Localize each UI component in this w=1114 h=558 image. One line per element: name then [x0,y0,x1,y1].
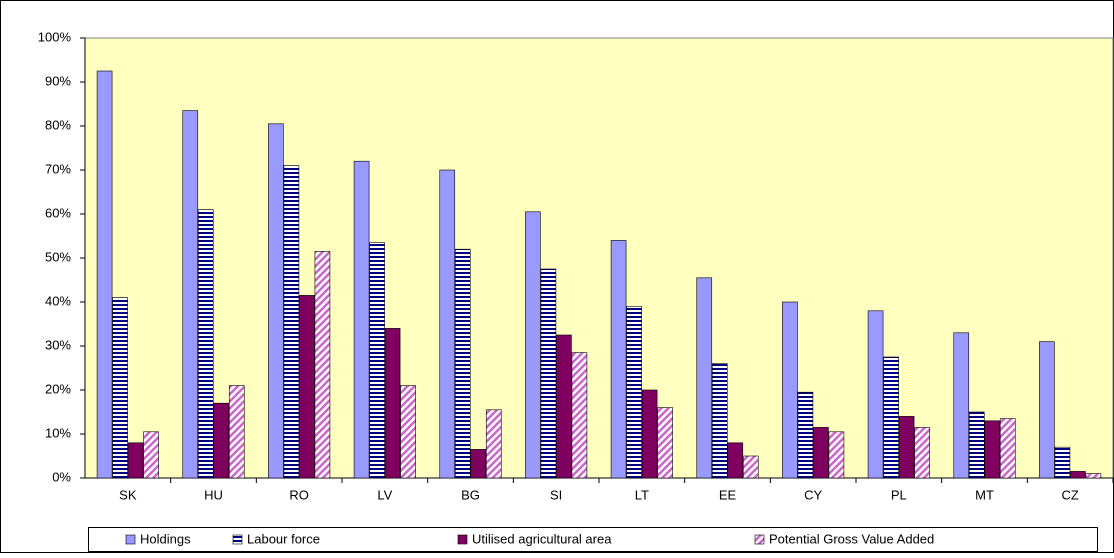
bar [540,268,557,479]
plot-area [84,37,1114,479]
legend-box [88,527,1098,552]
bar [657,407,673,479]
bar [384,328,401,479]
bar [439,169,456,479]
y-tick-label: 30% [45,337,71,352]
x-tick-label: SI [550,487,562,502]
y-tick-label: 90% [45,73,71,88]
x-tick-label: EE [719,487,737,502]
x-tick-label: RO [289,487,309,502]
bar [626,306,642,479]
bar [127,442,144,479]
legend-marker [232,534,243,545]
y-tick-label: 60% [45,205,71,220]
bar [711,363,728,479]
bar [953,332,970,479]
y-tick-label: 10% [45,425,71,440]
y-tick-label: 100% [38,29,72,44]
x-tick-label: HU [204,487,223,502]
bar [1085,473,1102,479]
bar [883,356,899,479]
bar [968,411,985,479]
bar [782,301,798,479]
x-tick-label: LT [635,487,649,502]
bar [571,352,588,479]
bar [727,442,744,479]
y-tick-label: 0% [52,469,71,484]
bar [197,209,214,479]
bar [1039,341,1055,479]
y-tick-label: 80% [45,117,71,132]
bar [283,165,300,479]
x-tick-label: SK [119,487,137,502]
bar [369,242,385,479]
y-tick-label: 40% [45,293,71,308]
legend-marker [457,534,468,545]
legend-marker [125,534,136,545]
bar [898,416,915,479]
bar [742,455,759,479]
legend-label: Potential Gross Value Added [769,531,934,546]
bar [314,251,331,479]
bar [213,402,230,479]
bar [353,160,370,479]
legend-label: Labour force [247,531,320,546]
bar [828,431,845,479]
bar [485,409,502,479]
bar [610,240,627,479]
bar [1054,446,1071,479]
bar [400,385,416,479]
bar [525,211,541,479]
y-tick-label: 20% [45,381,71,396]
bar [228,385,245,479]
bar [299,295,315,479]
legend-marker [754,534,765,545]
x-tick-label: CY [804,487,822,502]
bar [182,110,199,479]
legend-label: Utilised agricultural area [472,531,612,546]
y-tick-label: 50% [45,249,71,264]
bar [696,277,713,479]
bar [1070,471,1086,479]
legend-label: Holdings [140,531,191,546]
bar [96,70,113,479]
bar [268,123,284,479]
bar [112,297,128,479]
bar [813,427,829,479]
bar [470,449,487,479]
bar [999,418,1016,479]
x-tick-label: LV [377,487,392,502]
x-tick-label: PL [891,487,907,502]
bar [914,427,930,479]
bar [797,391,814,479]
bar [984,420,1001,479]
bar [454,248,471,479]
bar [641,389,658,479]
x-tick-label: MT [975,487,994,502]
bar [556,334,572,479]
x-tick-label: BG [461,487,480,502]
y-tick-label: 70% [45,161,71,176]
bar [143,431,159,479]
bar [867,310,884,479]
x-tick-label: CZ [1061,487,1078,502]
